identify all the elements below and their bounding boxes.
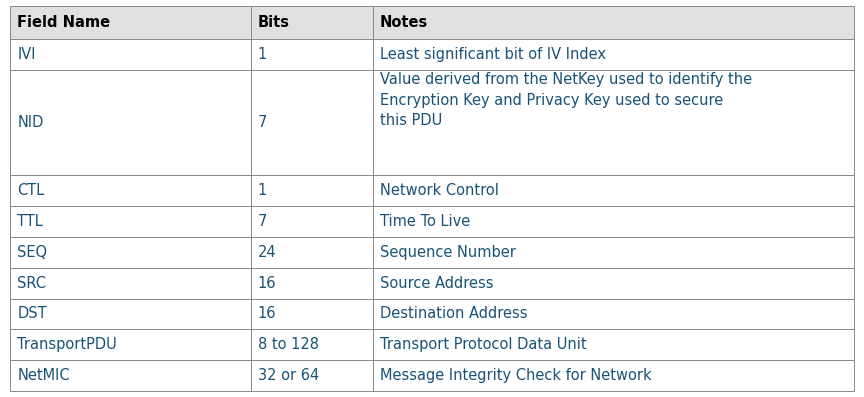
Bar bbox=[10, 175, 251, 206]
Bar bbox=[10, 330, 251, 360]
Bar bbox=[373, 70, 854, 175]
Bar bbox=[10, 268, 251, 299]
Text: Least significant bit of IV Index: Least significant bit of IV Index bbox=[380, 47, 606, 62]
Text: Notes: Notes bbox=[380, 15, 429, 30]
Text: IVI: IVI bbox=[17, 47, 35, 62]
Bar bbox=[251, 330, 373, 360]
Bar bbox=[10, 39, 251, 70]
Bar bbox=[251, 360, 373, 391]
Text: NID: NID bbox=[17, 115, 44, 130]
Bar bbox=[10, 70, 251, 175]
Text: TTL: TTL bbox=[17, 214, 43, 229]
Text: Source Address: Source Address bbox=[380, 276, 493, 291]
Bar bbox=[373, 237, 854, 268]
Bar bbox=[373, 39, 854, 70]
Text: Bits: Bits bbox=[257, 15, 289, 30]
Bar bbox=[373, 330, 854, 360]
Text: 32 or 64: 32 or 64 bbox=[257, 368, 319, 383]
Text: 16: 16 bbox=[257, 306, 276, 322]
Bar bbox=[373, 6, 854, 39]
Bar bbox=[373, 268, 854, 299]
Text: 1: 1 bbox=[257, 183, 267, 198]
Bar bbox=[10, 360, 251, 391]
Bar bbox=[251, 175, 373, 206]
Text: 8 to 128: 8 to 128 bbox=[257, 337, 319, 352]
Text: Sequence Number: Sequence Number bbox=[380, 245, 516, 260]
Bar bbox=[251, 70, 373, 175]
Bar bbox=[10, 6, 251, 39]
Bar bbox=[373, 360, 854, 391]
Bar bbox=[10, 206, 251, 237]
Bar bbox=[10, 299, 251, 330]
Text: 7: 7 bbox=[257, 214, 267, 229]
Bar bbox=[251, 6, 373, 39]
Bar bbox=[251, 206, 373, 237]
Text: 24: 24 bbox=[257, 245, 276, 260]
Text: Destination Address: Destination Address bbox=[380, 306, 527, 322]
Text: NetMIC: NetMIC bbox=[17, 368, 70, 383]
Text: 7: 7 bbox=[257, 115, 267, 130]
Text: Value derived from the NetKey used to identify the
Encryption Key and Privacy Ke: Value derived from the NetKey used to id… bbox=[380, 72, 752, 128]
Bar bbox=[251, 39, 373, 70]
Text: SEQ: SEQ bbox=[17, 245, 48, 260]
Bar bbox=[373, 299, 854, 330]
Bar bbox=[251, 299, 373, 330]
Bar bbox=[251, 237, 373, 268]
Bar bbox=[373, 206, 854, 237]
Text: TransportPDU: TransportPDU bbox=[17, 337, 117, 352]
Text: Network Control: Network Control bbox=[380, 183, 499, 198]
Bar bbox=[251, 268, 373, 299]
Text: DST: DST bbox=[17, 306, 47, 322]
Bar bbox=[10, 237, 251, 268]
Text: 1: 1 bbox=[257, 47, 267, 62]
Text: Message Integrity Check for Network: Message Integrity Check for Network bbox=[380, 368, 651, 383]
Text: Time To Live: Time To Live bbox=[380, 214, 470, 229]
Text: Field Name: Field Name bbox=[17, 15, 111, 30]
Text: SRC: SRC bbox=[17, 276, 47, 291]
Text: Transport Protocol Data Unit: Transport Protocol Data Unit bbox=[380, 337, 587, 352]
Bar bbox=[373, 175, 854, 206]
Text: 16: 16 bbox=[257, 276, 276, 291]
Text: CTL: CTL bbox=[17, 183, 45, 198]
